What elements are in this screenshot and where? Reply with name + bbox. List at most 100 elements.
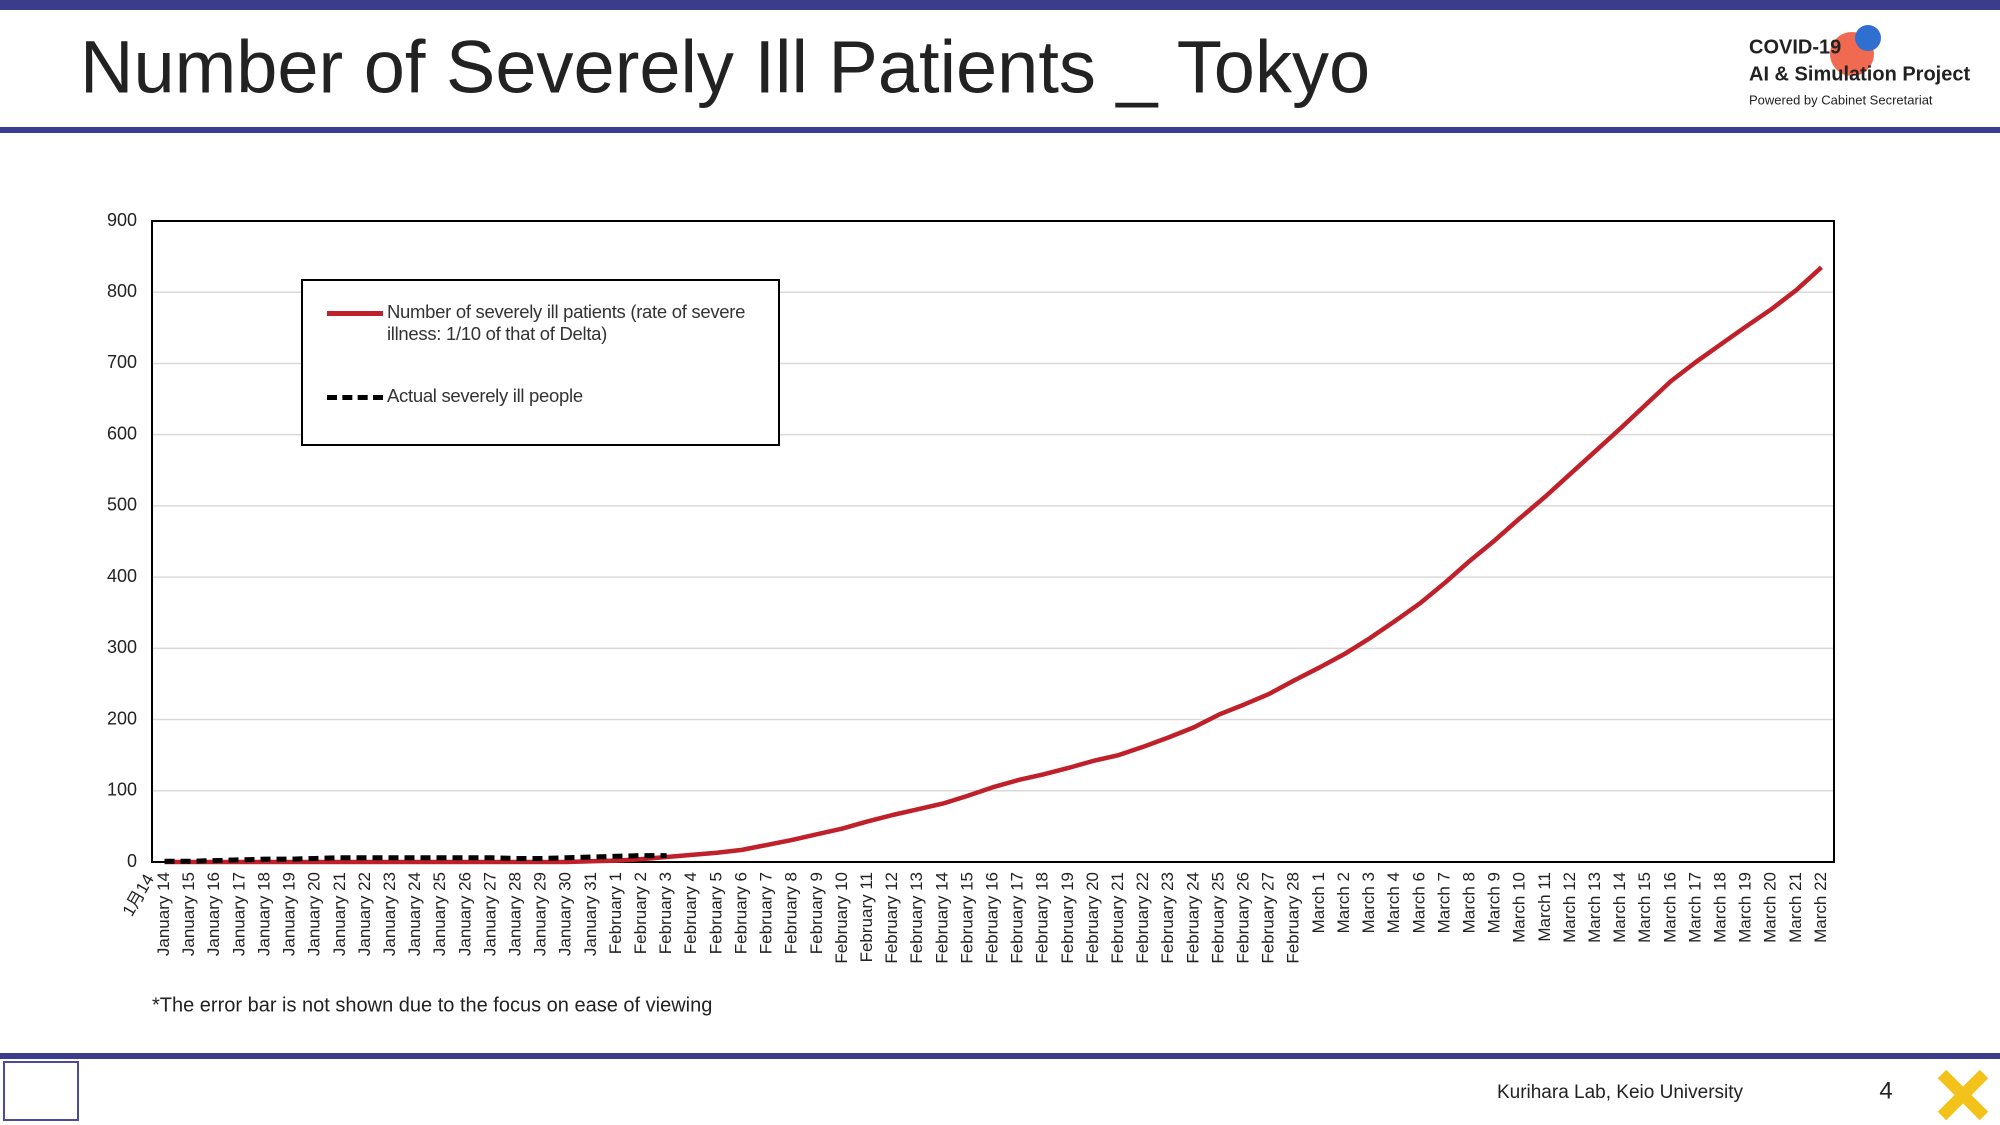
x-tick-label: January 28 [505, 872, 524, 956]
x-tick-label: February 20 [1083, 872, 1102, 964]
x-tick-label: March 13 [1585, 872, 1604, 943]
legend-label: Number of severely ill patients (rate of… [387, 301, 746, 344]
x-tick-label: March 1 [1309, 872, 1328, 933]
x-tick-label: March 9 [1485, 872, 1504, 933]
y-tick-label: 200 [107, 708, 137, 728]
x-tick-label: January 21 [330, 872, 349, 956]
x-tick-label: March 14 [1610, 872, 1629, 943]
x-tick-label: January 29 [531, 872, 550, 956]
x-tick-label: February 6 [731, 872, 750, 954]
logo-text: AI & Simulation Project [1749, 63, 1970, 85]
x-tick-label: February 7 [757, 872, 776, 954]
top-band [0, 0, 2000, 10]
legend: Number of severely ill patients (rate of… [301, 279, 780, 446]
x-tick-label: February 22 [1133, 872, 1152, 964]
x-tick-label: March 10 [1510, 872, 1529, 943]
x-tick-label: January 18 [254, 872, 273, 956]
x-tick-label: February 17 [1008, 872, 1027, 964]
y-tick-label: 500 [107, 495, 137, 515]
x-tick-label: March 18 [1711, 872, 1730, 943]
x-tick-label: March 12 [1560, 872, 1579, 943]
x-tick-label: January 16 [204, 872, 223, 956]
x-tick-label: March 17 [1685, 872, 1704, 943]
x-tick-label: February 2 [631, 872, 650, 954]
x-tick-label: February 8 [782, 872, 801, 954]
x-tick-label: February 21 [1108, 872, 1127, 964]
series-line [164, 853, 667, 864]
x-tick-label: February 27 [1259, 872, 1278, 964]
y-tick-label: 400 [107, 566, 137, 586]
footer-credit: Kurihara Lab, Keio University [1497, 1082, 1744, 1103]
x-tick-label: March 8 [1459, 872, 1478, 933]
x-tick-label: February 26 [1234, 872, 1253, 964]
page-number: 4 [1879, 1077, 1892, 1104]
x-tick-label: February 5 [706, 872, 725, 954]
lab-logo [3, 1061, 79, 1121]
x-tick-label: January 20 [305, 872, 324, 956]
slide-title: Number of Severely Ill Patients _ Tokyo [80, 26, 1370, 109]
x-tick-label: January 27 [480, 872, 499, 956]
annotation: 1月14 [119, 871, 158, 920]
x-tick-label: March 7 [1434, 872, 1453, 933]
x-tick-label: February 12 [882, 872, 901, 964]
x-tick-label: February 9 [807, 872, 826, 954]
y-tick-label: 100 [107, 780, 137, 800]
x-tick-label: March 15 [1635, 872, 1654, 943]
logo-text: Powered by Cabinet Secretariat [1749, 92, 1933, 107]
x-tick-label: March 2 [1334, 872, 1353, 933]
x-tick-label: February 14 [932, 872, 951, 964]
x-tick-label: January 30 [556, 872, 575, 956]
x-tick-label: January 17 [229, 872, 248, 956]
footer-rule [0, 1053, 2000, 1059]
y-tick-label: 800 [107, 281, 137, 301]
legend-swatch [327, 395, 383, 400]
y-tick-label: 700 [107, 352, 137, 372]
logo-dot [1855, 25, 1881, 51]
x-tick-label: March 20 [1761, 872, 1780, 943]
x-tick-label: February 19 [1058, 872, 1077, 964]
x-tick-label: February 16 [982, 872, 1001, 964]
x-tick-label: March 21 [1786, 872, 1805, 943]
legend-swatch [327, 311, 383, 316]
x-tick-label: February 23 [1158, 872, 1177, 964]
series-line [164, 265, 1823, 865]
x-tick-label: January 23 [380, 872, 399, 956]
plot-frame [151, 220, 1835, 863]
x-tick-label: January 31 [581, 872, 600, 956]
x-tick-label: February 11 [857, 872, 876, 962]
x-tick-label: February 25 [1208, 872, 1227, 964]
y-tick-label: 300 [107, 637, 137, 657]
x-tick-label: February 24 [1183, 872, 1202, 964]
x-tick-label: February 28 [1284, 872, 1303, 964]
title-rule [0, 127, 2000, 133]
x-tick-label: February 3 [656, 872, 675, 954]
x-tick-label: February 10 [832, 872, 851, 964]
x-tick-label: March 22 [1811, 872, 1830, 943]
y-tick-label: 600 [107, 423, 137, 443]
legend-label: Actual severely ill people [387, 385, 583, 406]
x-tick-label: March 16 [1660, 872, 1679, 943]
x-tick-label: January 22 [355, 872, 374, 956]
x-tick-label: January 14 [154, 872, 173, 956]
x-tick-label: February 15 [957, 872, 976, 964]
x-tick-label: January 19 [280, 872, 299, 956]
x-tick-label: February 4 [681, 872, 700, 954]
x-tick-label: February 1 [606, 872, 625, 954]
x-tick-label: January 26 [455, 872, 474, 956]
x-tick-label: March 11 [1535, 872, 1554, 942]
x-tick-label: January 15 [179, 872, 198, 956]
x-tick-label: January 24 [405, 872, 424, 956]
x-tick-label: March 6 [1409, 872, 1428, 933]
y-tick-label: 0 [127, 851, 137, 871]
brand-mark [1937, 1069, 1989, 1121]
y-tick-label: 900 [107, 210, 137, 230]
x-tick-label: March 19 [1736, 872, 1755, 943]
x-tick-label: February 13 [907, 872, 926, 964]
x-tick-label: March 4 [1384, 872, 1403, 933]
x-tick-label: January 25 [430, 872, 449, 956]
footnote: *The error bar is not shown due to the f… [152, 994, 712, 1016]
x-tick-label: February 18 [1033, 872, 1052, 964]
x-tick-label: March 3 [1359, 872, 1378, 933]
